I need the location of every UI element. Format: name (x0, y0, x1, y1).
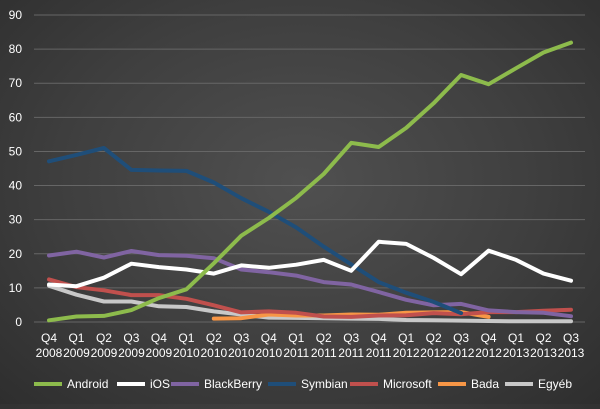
y-tick-label: 30 (9, 213, 23, 227)
series-line-microsoft (47, 277, 573, 319)
y-tick-label: 50 (9, 144, 23, 158)
y-tick-label: 40 (9, 179, 23, 193)
y-axis-tick-labels: 0 10 20 30 40 50 60 70 80 90 (9, 8, 23, 329)
y-tick-label: 10 (9, 281, 23, 295)
series-line-egy-b (47, 283, 573, 324)
legend-item: Android (34, 377, 108, 391)
y-tick-label: 20 (9, 247, 23, 261)
legend: Android iOS BlackBerry Symbian Microsoft Bada… (34, 377, 572, 391)
gridlines (34, 14, 585, 323)
x-tick-label-quarter: Q1 (398, 331, 414, 345)
series-line-ios (47, 239, 573, 289)
legend-label: BlackBerry (204, 377, 262, 391)
x-tick-label-quarter: Q4 (261, 331, 277, 345)
x-tick-label-year: 2011 (338, 346, 364, 360)
x-tick-label-year: 2010 (255, 346, 282, 360)
x-tick-label-year: 2013 (503, 346, 530, 360)
x-tick-label-quarter: Q4 (481, 331, 497, 345)
legend-item: Egyéb (505, 377, 572, 391)
y-tick-label: 90 (9, 8, 23, 22)
x-tick-label-quarter: Q2 (96, 331, 112, 345)
series-line-symbian (47, 146, 464, 316)
legend-item: Symbian (268, 377, 348, 391)
x-tick-label-quarter: Q1 (178, 331, 194, 345)
x-tick-label-year: 2009 (118, 346, 145, 360)
series-line-blackberry (47, 249, 573, 319)
x-tick-label-year: 2010 (200, 346, 227, 360)
y-tick-label: 60 (9, 110, 23, 124)
x-tick-label-quarter: Q1 (288, 331, 304, 345)
x-tick-label-year: 2011 (311, 346, 337, 360)
x-tick-label-year: 2011 (366, 346, 392, 360)
x-tick-label-quarter: Q3 (563, 331, 579, 345)
x-tick-label-year: 2008 (36, 346, 63, 360)
x-tick-label-year: 2009 (91, 346, 118, 360)
x-tick-label-quarter: Q3 (233, 331, 249, 345)
y-tick-label: 70 (9, 76, 23, 90)
x-tick-label-year: 2010 (228, 346, 255, 360)
x-tick-label-quarter: Q1 (68, 331, 84, 345)
x-tick-label-year: 2012 (448, 346, 475, 360)
y-tick-label: 80 (9, 42, 23, 56)
legend-item: Microsoft (350, 377, 432, 391)
x-tick-label-quarter: Q2 (426, 331, 442, 345)
x-tick-label-year: 2012 (420, 346, 447, 360)
x-tick-label-quarter: Q2 (536, 331, 552, 345)
x-tick-label-year: 2010 (173, 346, 200, 360)
x-tick-label-quarter: Q4 (371, 331, 387, 345)
series-line-android (47, 40, 573, 323)
x-tick-label-quarter: Q1 (508, 331, 524, 345)
x-tick-label-year: 2013 (558, 346, 585, 360)
x-tick-label-quarter: Q2 (206, 331, 222, 345)
x-tick-label-quarter: Q3 (343, 331, 359, 345)
legend-label: Symbian (301, 377, 348, 391)
x-axis-tick-labels: Q42008Q12009Q22009Q32009Q42009Q12010Q220… (36, 331, 585, 360)
legend-item: iOS (117, 377, 170, 391)
legend-label: Microsoft (383, 377, 432, 391)
x-tick-label-year: 2009 (146, 346, 173, 360)
x-tick-label-quarter: Q3 (453, 331, 469, 345)
x-tick-label-year: 2012 (393, 346, 420, 360)
x-tick-label-year: 2011 (283, 346, 309, 360)
legend-label: Egyéb (538, 377, 572, 391)
legend-item: Bada (438, 377, 499, 391)
series-lines (47, 40, 573, 324)
legend-label: iOS (150, 377, 170, 391)
x-tick-label-year: 2013 (530, 346, 557, 360)
legend-label: Bada (471, 377, 499, 391)
x-tick-label-quarter: Q2 (316, 331, 332, 345)
x-tick-label-year: 2012 (475, 346, 502, 360)
x-tick-label-quarter: Q4 (151, 331, 167, 345)
x-tick-label-quarter: Q3 (123, 331, 139, 345)
x-tick-label-quarter: Q4 (41, 331, 57, 345)
x-tick-label-year: 2009 (63, 346, 90, 360)
legend-label: Android (67, 377, 108, 391)
y-tick-label: 0 (15, 315, 22, 329)
legend-item: BlackBerry (171, 377, 262, 391)
